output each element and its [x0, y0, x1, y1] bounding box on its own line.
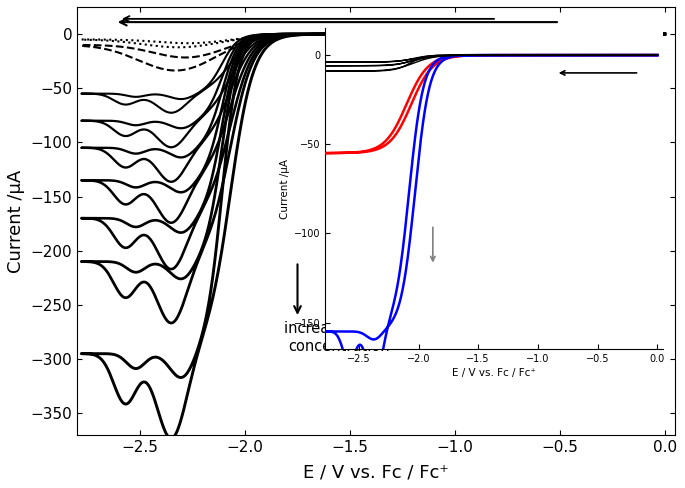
Y-axis label: Current /μA: Current /μA	[7, 169, 25, 272]
X-axis label: E / V vs. Fc / Fc⁺: E / V vs. Fc / Fc⁺	[303, 463, 449, 481]
Text: increasing acid
concentration: increasing acid concentration	[284, 321, 395, 353]
